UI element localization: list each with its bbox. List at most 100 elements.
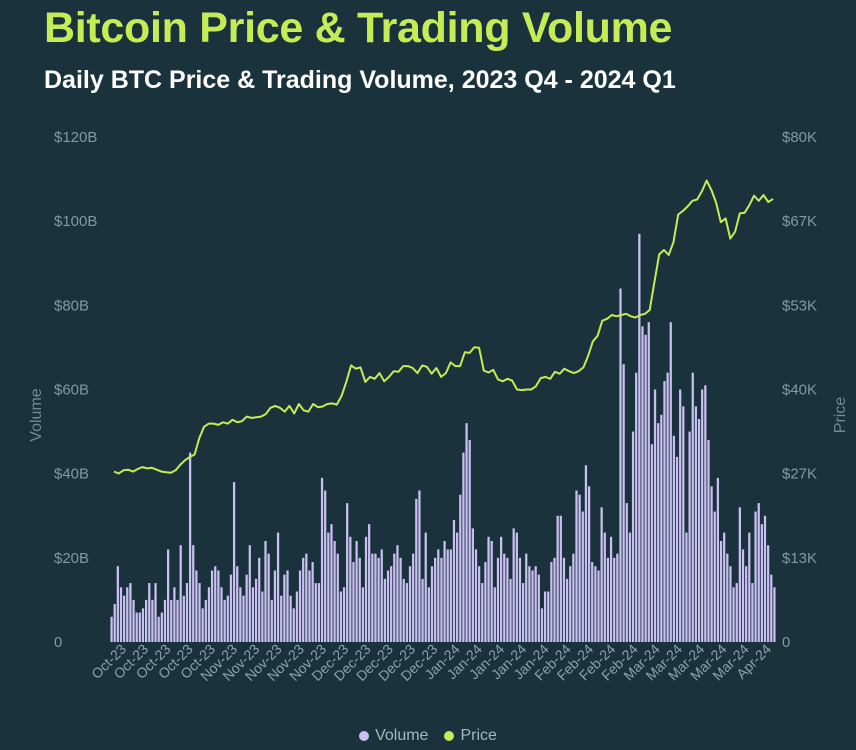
volume-bar xyxy=(368,524,371,642)
volume-bar xyxy=(229,574,233,642)
volume-bar xyxy=(521,583,525,642)
right-axis-ticks: 0 $13K $27K $40K $53K $67K $80K xyxy=(782,129,817,651)
left-tick-label: 0 xyxy=(54,634,62,651)
chart-canvas: 0 $20B $40B $60B $80B $100B $120B 0 $13K $27K $40… xyxy=(28,129,849,684)
volume-bar xyxy=(415,498,418,642)
left-tick-label: $80B xyxy=(54,297,89,314)
volume-bar xyxy=(154,583,157,642)
volume-bar xyxy=(509,578,512,643)
volume-bar xyxy=(141,608,145,642)
volume-bar xyxy=(707,440,710,642)
volume-bar xyxy=(148,583,151,642)
volume-bar xyxy=(320,477,324,643)
volume-bar xyxy=(679,389,682,642)
volume-bar xyxy=(606,557,610,642)
legend: Volume Price xyxy=(0,727,856,745)
volume-bar xyxy=(390,566,393,642)
volume-bar xyxy=(308,570,311,642)
volume-bar xyxy=(732,587,735,642)
volume-bar xyxy=(248,545,251,642)
volume-bar xyxy=(572,553,575,643)
volume-bar xyxy=(198,583,201,642)
volume-bar xyxy=(327,532,330,642)
volume-bar xyxy=(443,541,446,642)
volume-bar xyxy=(701,389,704,642)
volume-bar xyxy=(622,364,625,642)
volume-bar xyxy=(641,326,644,643)
volume-bar xyxy=(751,583,754,642)
volume-bar xyxy=(430,566,434,642)
volume-bar xyxy=(405,583,408,642)
volume-bar xyxy=(254,578,258,643)
left-axis-ticks: 0 $20B $40B $60B $80B $100B $120B xyxy=(54,129,97,651)
legend-volume-label: Volume xyxy=(375,727,429,744)
volume-bar xyxy=(427,587,430,642)
volume-bar xyxy=(675,456,679,642)
volume-bar xyxy=(478,566,481,642)
volume-bar xyxy=(421,578,424,643)
right-tick-label: $27K xyxy=(782,466,817,483)
volume-bar xyxy=(543,591,547,642)
volume-bar xyxy=(393,553,396,643)
volume-bar xyxy=(710,486,713,642)
volume-bar xyxy=(474,549,478,642)
volume-bar xyxy=(371,553,374,643)
left-tick-label: $40B xyxy=(54,466,89,483)
volume-bar xyxy=(364,536,368,642)
right-tick-label: $53K xyxy=(782,297,817,314)
volume-bar xyxy=(185,583,189,642)
volume-bar xyxy=(188,452,192,643)
volume-bar xyxy=(355,541,358,642)
volume-bar xyxy=(581,511,584,642)
volume-bar xyxy=(349,536,352,642)
volume-bar xyxy=(562,557,566,642)
volume-bar xyxy=(258,557,261,642)
volume-bar xyxy=(170,599,173,642)
x-axis-ticks: Oct-23Oct-23Oct-23Oct-23Oct-23Nov-23Nov-… xyxy=(88,641,774,684)
volume-bar xyxy=(754,511,757,642)
volume-bar xyxy=(565,578,569,643)
volume-bar xyxy=(512,528,515,643)
right-tick-label: 0 xyxy=(782,634,790,651)
volume-bar xyxy=(741,549,745,642)
volume-bar xyxy=(481,583,484,642)
volume-bar xyxy=(239,587,242,642)
volume-bar xyxy=(302,557,305,642)
volume-bar xyxy=(449,549,452,642)
volume-bar xyxy=(380,549,383,642)
left-axis-title: Volume xyxy=(28,388,45,441)
volume-bar xyxy=(223,599,226,642)
volume-bar xyxy=(273,570,277,642)
volume-bar xyxy=(518,557,522,642)
volume-bar xyxy=(160,612,163,642)
volume-bar xyxy=(729,566,732,642)
volume-bar xyxy=(210,570,214,642)
volume-bar xyxy=(713,511,716,642)
volume-bar xyxy=(631,431,635,642)
legend-item-price[interactable]: Price xyxy=(444,727,497,745)
legend-item-volume[interactable]: Volume xyxy=(359,727,428,745)
volume-bar xyxy=(396,545,399,642)
chart-title: Bitcoin Price & Trading Volume xyxy=(44,4,673,52)
volume-bar xyxy=(719,541,723,642)
right-tick-label: $80K xyxy=(782,129,817,146)
volume-bar xyxy=(499,536,503,642)
right-tick-label: $67K xyxy=(782,213,817,230)
volume-bar xyxy=(578,494,581,642)
volume-bar xyxy=(534,566,537,642)
volume-bar xyxy=(694,406,698,642)
volume-bar xyxy=(757,503,760,643)
volume-bar xyxy=(496,557,500,642)
volume-bar xyxy=(402,578,405,643)
volume-bar xyxy=(456,532,459,642)
volume-bar xyxy=(697,418,701,642)
volume-bar xyxy=(628,532,632,642)
legend-volume-swatch xyxy=(359,731,370,741)
volume-bar xyxy=(556,515,559,642)
volume-bar xyxy=(179,545,182,642)
volume-bar xyxy=(261,591,264,642)
volume-bar xyxy=(688,431,691,642)
volume-bar xyxy=(324,490,327,642)
volume-bar xyxy=(704,385,707,642)
volume-bar xyxy=(547,591,550,642)
